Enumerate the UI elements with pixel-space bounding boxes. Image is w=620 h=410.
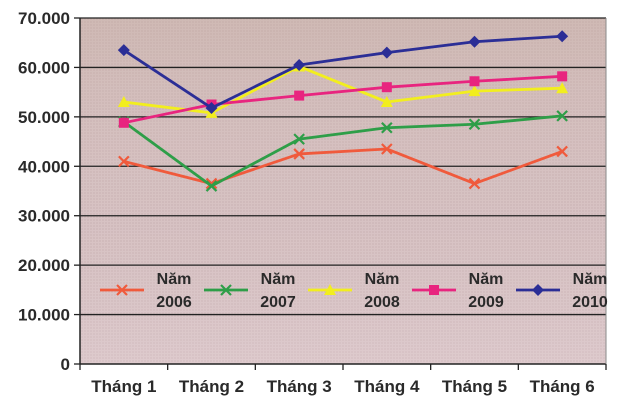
legend: Năm 2006 Năm 2007 Năm 2008 Năm 2009 Năm 2010 [100, 271, 608, 311]
data-point-2009 [381, 82, 392, 93]
y-tick-label: 20.000 [18, 256, 70, 275]
data-point-2010 [205, 101, 218, 114]
data-point-2010 [293, 58, 306, 71]
legend-label-line2: 2010 [572, 294, 608, 311]
legend-label-line1: Năm [261, 271, 296, 288]
legend-label-line1: Năm [469, 271, 504, 288]
series-line-2007 [123, 114, 563, 188]
data-point-2006 [381, 143, 393, 155]
legend-item-2006: Năm 2006 [100, 271, 192, 311]
legend-label-line1: Năm [157, 271, 192, 288]
legend-label-line2: 2006 [156, 294, 192, 311]
legend-swatch-marker [429, 285, 439, 295]
data-point-2006 [556, 145, 568, 158]
legend-item-2008: Năm 2008 [308, 271, 400, 311]
axes [74, 17, 607, 370]
data-point-2008 [468, 85, 481, 97]
legend-item-2010: Năm 2010 [516, 271, 608, 311]
gridlines [80, 17, 606, 316]
legend-swatch-marker [220, 284, 232, 296]
series-2007 [118, 110, 568, 192]
series-2006 [118, 143, 568, 190]
data-point-2007 [556, 110, 568, 122]
data-point-2009 [469, 76, 480, 87]
y-tick-label: 10.000 [18, 306, 70, 325]
data-point-2008 [380, 96, 393, 108]
data-point-2006 [468, 177, 481, 190]
x-tick-label: Tháng 1 [91, 377, 156, 396]
x-tick-label: Tháng 4 [354, 377, 420, 396]
legend-swatch-marker [116, 284, 128, 296]
data-point-2007 [205, 180, 218, 192]
series-line-2009 [123, 74, 563, 125]
x-tick-label: Tháng 3 [267, 377, 332, 396]
y-tick-label: 0 [61, 355, 70, 374]
plot-background-shade [80, 18, 606, 364]
data-point-2006 [118, 155, 130, 168]
y-axis-tick-labels: 0 10.000 20.000 30.000 40.000 50.000 60.000 70.… [18, 9, 70, 374]
x-tick-label: Tháng 6 [530, 377, 595, 396]
data-point-2010 [380, 46, 393, 59]
data-point-2006 [205, 177, 218, 190]
y-tick-label: 70.000 [18, 9, 70, 28]
data-point-2007 [468, 118, 481, 131]
series [117, 30, 569, 192]
data-point-2009 [557, 71, 568, 82]
data-point-2008 [556, 82, 569, 94]
data-point-2006 [293, 148, 305, 160]
data-point-2010 [556, 30, 569, 43]
x-tick-label: Tháng 2 [179, 377, 244, 396]
legend-item-2007: Năm 2007 [204, 271, 296, 311]
legend-label-line2: 2007 [260, 294, 296, 311]
data-point-2010 [117, 44, 130, 57]
y-tick-label: 50.000 [18, 108, 70, 127]
plot-area [80, 18, 606, 364]
legend-swatch-marker [532, 284, 544, 296]
y-tick-label: 40.000 [18, 157, 70, 176]
data-point-2007 [293, 133, 305, 145]
legend-label-line1: Năm [573, 271, 608, 288]
legend-label-line2: 2009 [468, 294, 504, 311]
y-tick-label: 30.000 [18, 207, 70, 226]
data-point-2009 [294, 90, 305, 101]
legend-label-line1: Năm [365, 271, 400, 288]
x-tick-label: Tháng 5 [442, 377, 507, 396]
data-point-2009 [118, 117, 129, 128]
legend-swatch-marker [324, 284, 336, 295]
data-point-2010 [468, 35, 481, 48]
data-point-2007 [381, 121, 393, 134]
series-line-2008 [123, 65, 563, 115]
data-point-2008 [117, 96, 130, 108]
legend-item-2009: Năm 2009 [412, 271, 504, 311]
series-2010 [117, 30, 569, 114]
legend-label-line2: 2008 [364, 294, 400, 311]
series-line-2010 [123, 34, 563, 110]
series-line-2006 [123, 147, 563, 185]
y-tick-label: 60.000 [18, 58, 70, 77]
x-axis-tick-labels: Tháng 1 Tháng 2 Tháng 3 Tháng 4 Tháng 5 Tháng… [91, 377, 595, 396]
